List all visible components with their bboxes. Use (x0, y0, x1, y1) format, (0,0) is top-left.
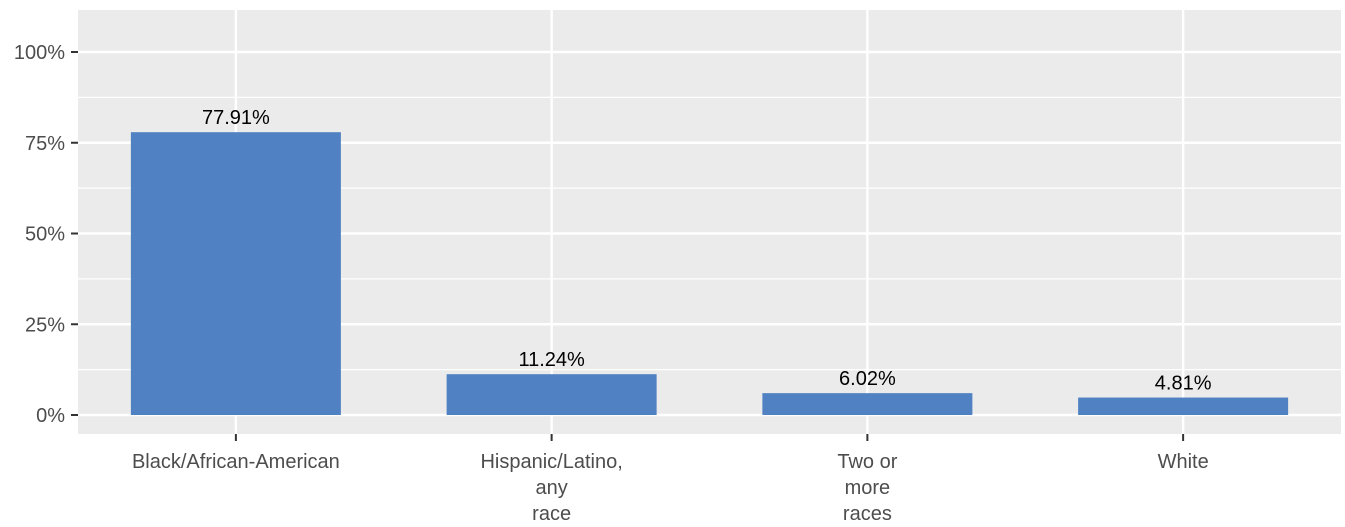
x-tick-label-line: Hispanic/Latino, (480, 451, 622, 473)
bar (130, 132, 341, 415)
data-labels: 77.91% 11.24% 6.02% 4.81% (202, 107, 1212, 394)
x-axis: Black/African-American Hispanic/Latino, an… (132, 434, 1209, 525)
x-tick-label-line: Black/African-American (132, 451, 340, 473)
x-tick-label-line: Two or (837, 451, 897, 473)
x-tick-label-line: more (845, 477, 891, 499)
bar (446, 374, 657, 415)
x-tick-label-line: race (532, 503, 571, 525)
y-tick-label: 0% (36, 405, 65, 427)
data-label: 6.02% (839, 368, 896, 390)
x-tick-label-line: any (536, 477, 568, 499)
data-label: 4.81% (1155, 373, 1212, 395)
bar (1078, 397, 1289, 415)
y-axis: 0% 25% 50% 75% 100% (14, 42, 78, 427)
bars (130, 132, 1289, 415)
y-tick-label: 50% (25, 224, 65, 246)
y-tick-label: 100% (14, 42, 65, 64)
bar (762, 393, 973, 415)
x-tick-label: Two or more races (837, 451, 897, 525)
y-tick-label: 75% (25, 133, 65, 155)
x-tick-label-line: races (843, 503, 892, 525)
data-label: 11.24% (518, 349, 585, 371)
data-label: 77.91% (202, 107, 270, 129)
x-tick-label: White (1158, 451, 1209, 473)
x-tick-label-line: White (1158, 451, 1209, 473)
x-tick-label: Hispanic/Latino, any race (480, 451, 622, 525)
y-tick-label: 25% (25, 314, 65, 336)
x-tick-label: Black/African-American (132, 451, 340, 473)
